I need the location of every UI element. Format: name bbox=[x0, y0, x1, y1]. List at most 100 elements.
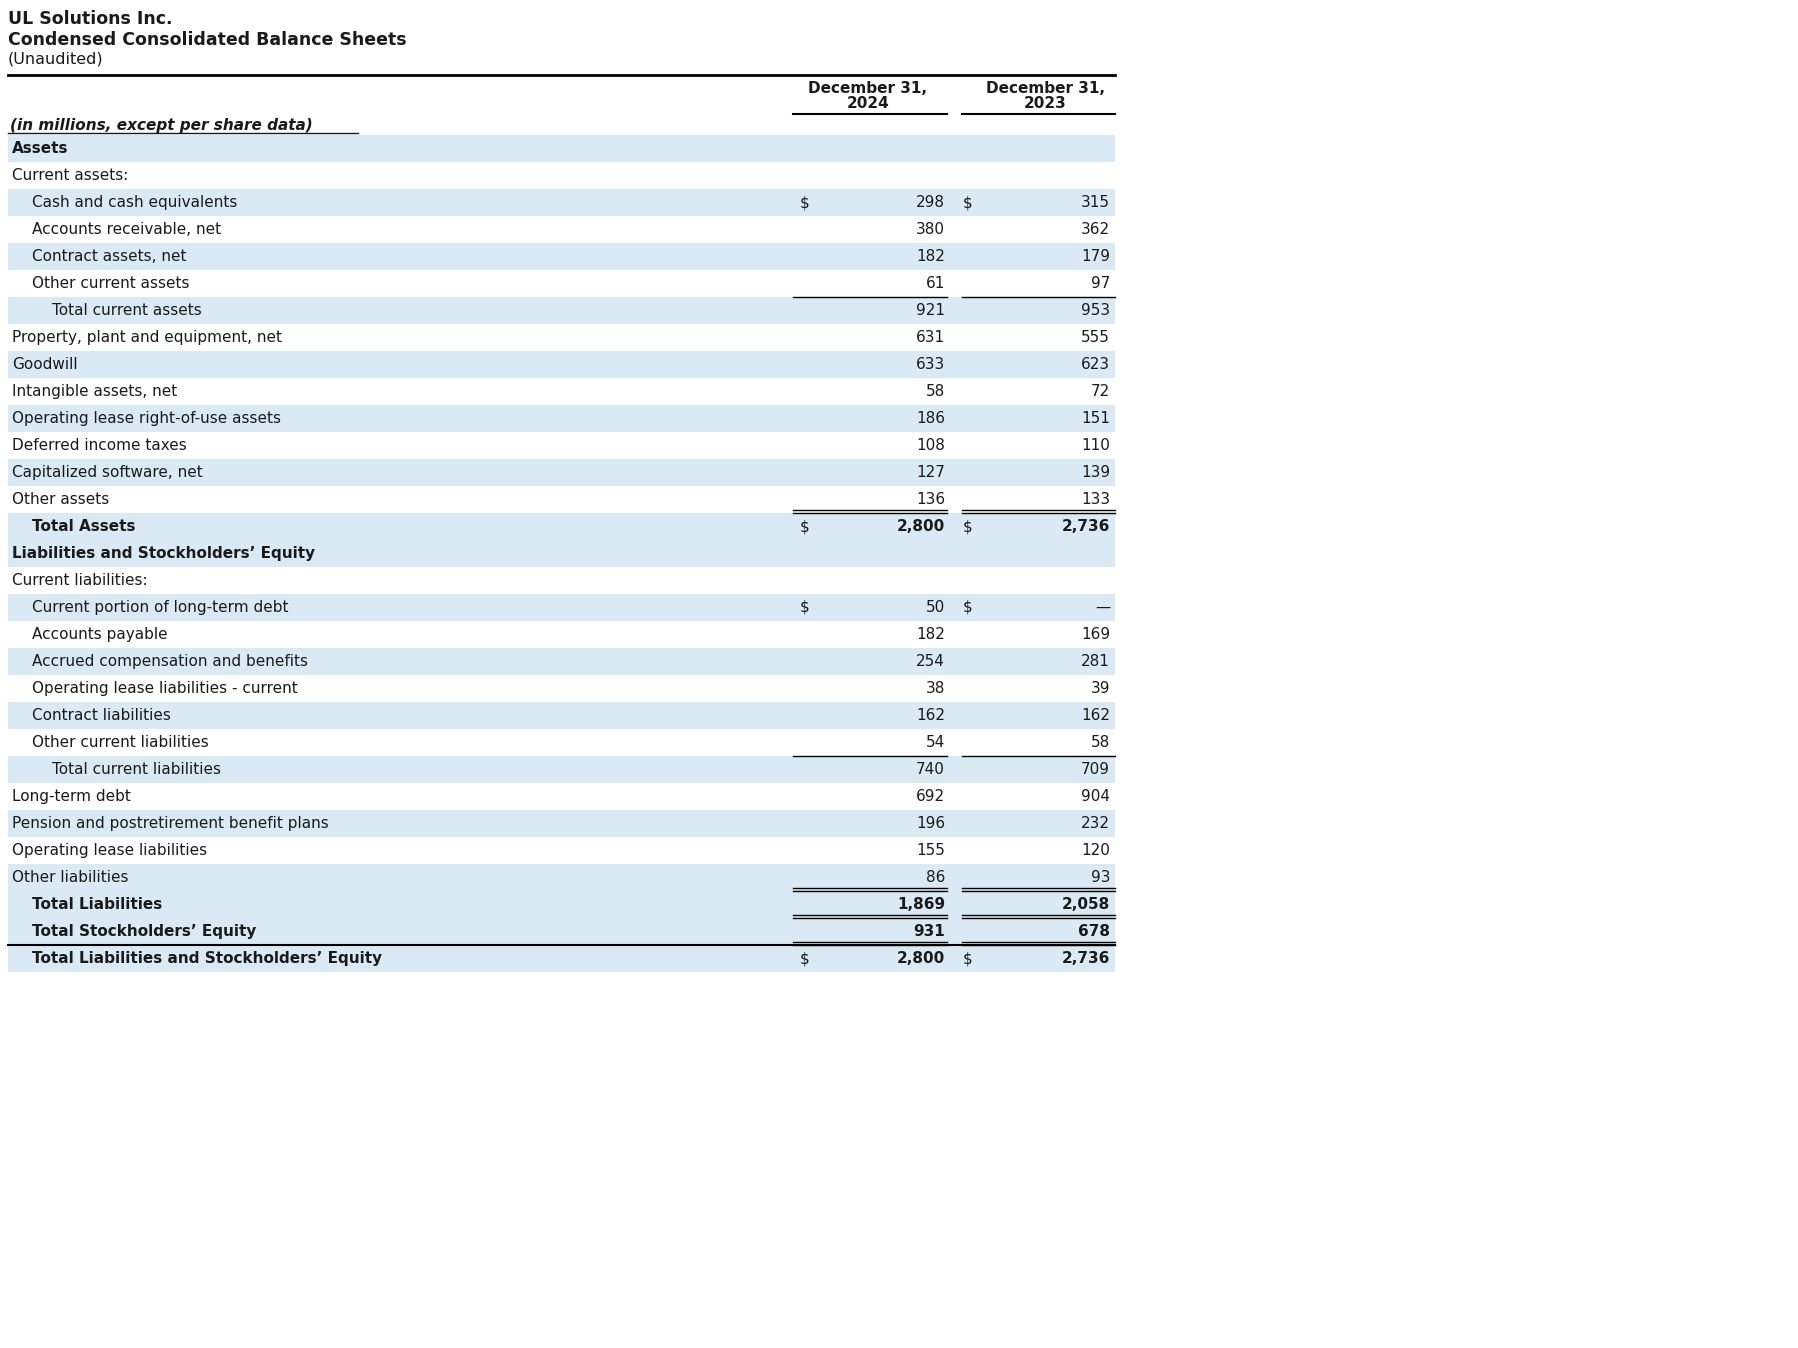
Text: 139: 139 bbox=[1081, 465, 1109, 480]
Text: 38: 38 bbox=[926, 681, 946, 696]
Bar bbox=[7, 945, 1115, 972]
Text: 151: 151 bbox=[1081, 411, 1109, 426]
Bar bbox=[7, 189, 1115, 216]
Text: 86: 86 bbox=[926, 869, 946, 886]
Text: Assets: Assets bbox=[13, 142, 68, 156]
Text: 2,800: 2,800 bbox=[897, 519, 946, 534]
Text: 232: 232 bbox=[1081, 816, 1109, 830]
Text: 186: 186 bbox=[915, 411, 946, 426]
Text: (in millions, except per share data): (in millions, except per share data) bbox=[11, 119, 313, 133]
Text: Total Assets: Total Assets bbox=[32, 519, 135, 534]
Text: $: $ bbox=[800, 195, 809, 210]
Bar bbox=[7, 270, 1115, 297]
Text: $: $ bbox=[964, 600, 973, 615]
Text: 61: 61 bbox=[926, 276, 946, 291]
Text: 2,800: 2,800 bbox=[897, 950, 946, 967]
Text: 196: 196 bbox=[915, 816, 946, 830]
Text: 120: 120 bbox=[1081, 842, 1109, 857]
Text: 169: 169 bbox=[1081, 627, 1109, 642]
Bar bbox=[7, 460, 1115, 487]
Text: Other assets: Other assets bbox=[13, 492, 110, 507]
Bar bbox=[7, 648, 1115, 675]
Text: Liabilities and Stockholders’ Equity: Liabilities and Stockholders’ Equity bbox=[13, 546, 315, 561]
Text: Deferred income taxes: Deferred income taxes bbox=[13, 438, 187, 453]
Text: 298: 298 bbox=[915, 195, 946, 210]
Text: December 31,: December 31, bbox=[985, 81, 1104, 96]
Text: Total current liabilities: Total current liabilities bbox=[52, 762, 221, 776]
Text: Contract liabilities: Contract liabilities bbox=[32, 708, 171, 723]
Text: 127: 127 bbox=[917, 465, 946, 480]
Text: 2024: 2024 bbox=[847, 96, 890, 111]
Text: 380: 380 bbox=[915, 222, 946, 237]
Text: Condensed Consolidated Balance Sheets: Condensed Consolidated Balance Sheets bbox=[7, 31, 406, 49]
Text: Current liabilities:: Current liabilities: bbox=[13, 573, 147, 588]
Text: Property, plant and equipment, net: Property, plant and equipment, net bbox=[13, 330, 282, 345]
Text: Goodwill: Goodwill bbox=[13, 357, 77, 372]
Bar bbox=[7, 810, 1115, 837]
Text: 72: 72 bbox=[1091, 384, 1109, 399]
Text: Total Stockholders’ Equity: Total Stockholders’ Equity bbox=[32, 923, 257, 940]
Text: 54: 54 bbox=[926, 735, 946, 749]
Bar bbox=[7, 377, 1115, 404]
Text: 631: 631 bbox=[915, 330, 946, 345]
Bar bbox=[7, 324, 1115, 350]
Text: Pension and postretirement benefit plans: Pension and postretirement benefit plans bbox=[13, 816, 329, 830]
Text: 555: 555 bbox=[1081, 330, 1109, 345]
Text: 110: 110 bbox=[1081, 438, 1109, 453]
Text: 692: 692 bbox=[915, 789, 946, 803]
Text: 133: 133 bbox=[1081, 492, 1109, 507]
Text: 678: 678 bbox=[1079, 923, 1109, 940]
Bar bbox=[7, 675, 1115, 702]
Text: Operating lease right-of-use assets: Operating lease right-of-use assets bbox=[13, 411, 280, 426]
Bar bbox=[7, 918, 1115, 945]
Text: (Unaudited): (Unaudited) bbox=[7, 53, 104, 67]
Text: Operating lease liabilities - current: Operating lease liabilities - current bbox=[32, 681, 298, 696]
Text: 97: 97 bbox=[1091, 276, 1109, 291]
Text: 179: 179 bbox=[1081, 249, 1109, 264]
Bar bbox=[7, 350, 1115, 377]
Bar bbox=[7, 514, 1115, 541]
Bar bbox=[7, 216, 1115, 243]
Text: Other liabilities: Other liabilities bbox=[13, 869, 128, 886]
Text: 58: 58 bbox=[926, 384, 946, 399]
Text: 162: 162 bbox=[1081, 708, 1109, 723]
Text: 740: 740 bbox=[917, 762, 946, 776]
Text: 182: 182 bbox=[917, 249, 946, 264]
Bar bbox=[7, 621, 1115, 648]
Bar bbox=[7, 729, 1115, 756]
Text: 2,736: 2,736 bbox=[1061, 950, 1109, 967]
Text: 362: 362 bbox=[1081, 222, 1109, 237]
Text: 93: 93 bbox=[1091, 869, 1109, 886]
Bar bbox=[7, 243, 1115, 270]
Text: Contract assets, net: Contract assets, net bbox=[32, 249, 187, 264]
Text: 904: 904 bbox=[1081, 789, 1109, 803]
Bar bbox=[7, 541, 1115, 568]
Text: 953: 953 bbox=[1081, 303, 1109, 318]
Text: 2,736: 2,736 bbox=[1061, 519, 1109, 534]
Text: 2,058: 2,058 bbox=[1063, 896, 1109, 913]
Bar bbox=[7, 404, 1115, 431]
Bar bbox=[7, 297, 1115, 324]
Text: 50: 50 bbox=[926, 600, 946, 615]
Text: 155: 155 bbox=[917, 842, 946, 857]
Bar bbox=[7, 568, 1115, 594]
Text: Total current assets: Total current assets bbox=[52, 303, 201, 318]
Text: 136: 136 bbox=[915, 492, 946, 507]
Text: Accounts payable: Accounts payable bbox=[32, 627, 167, 642]
Bar bbox=[7, 431, 1115, 460]
Bar bbox=[7, 891, 1115, 918]
Text: 162: 162 bbox=[915, 708, 946, 723]
Bar bbox=[7, 162, 1115, 189]
Text: December 31,: December 31, bbox=[809, 81, 928, 96]
Text: 315: 315 bbox=[1081, 195, 1109, 210]
Text: Operating lease liabilities: Operating lease liabilities bbox=[13, 842, 207, 857]
Text: Total Liabilities: Total Liabilities bbox=[32, 896, 162, 913]
Text: 281: 281 bbox=[1081, 654, 1109, 669]
Text: 2023: 2023 bbox=[1023, 96, 1066, 111]
Text: Long-term debt: Long-term debt bbox=[13, 789, 131, 803]
Text: Intangible assets, net: Intangible assets, net bbox=[13, 384, 178, 399]
Bar bbox=[7, 594, 1115, 621]
Text: $: $ bbox=[964, 195, 973, 210]
Text: $: $ bbox=[800, 600, 809, 615]
Text: Other current assets: Other current assets bbox=[32, 276, 189, 291]
